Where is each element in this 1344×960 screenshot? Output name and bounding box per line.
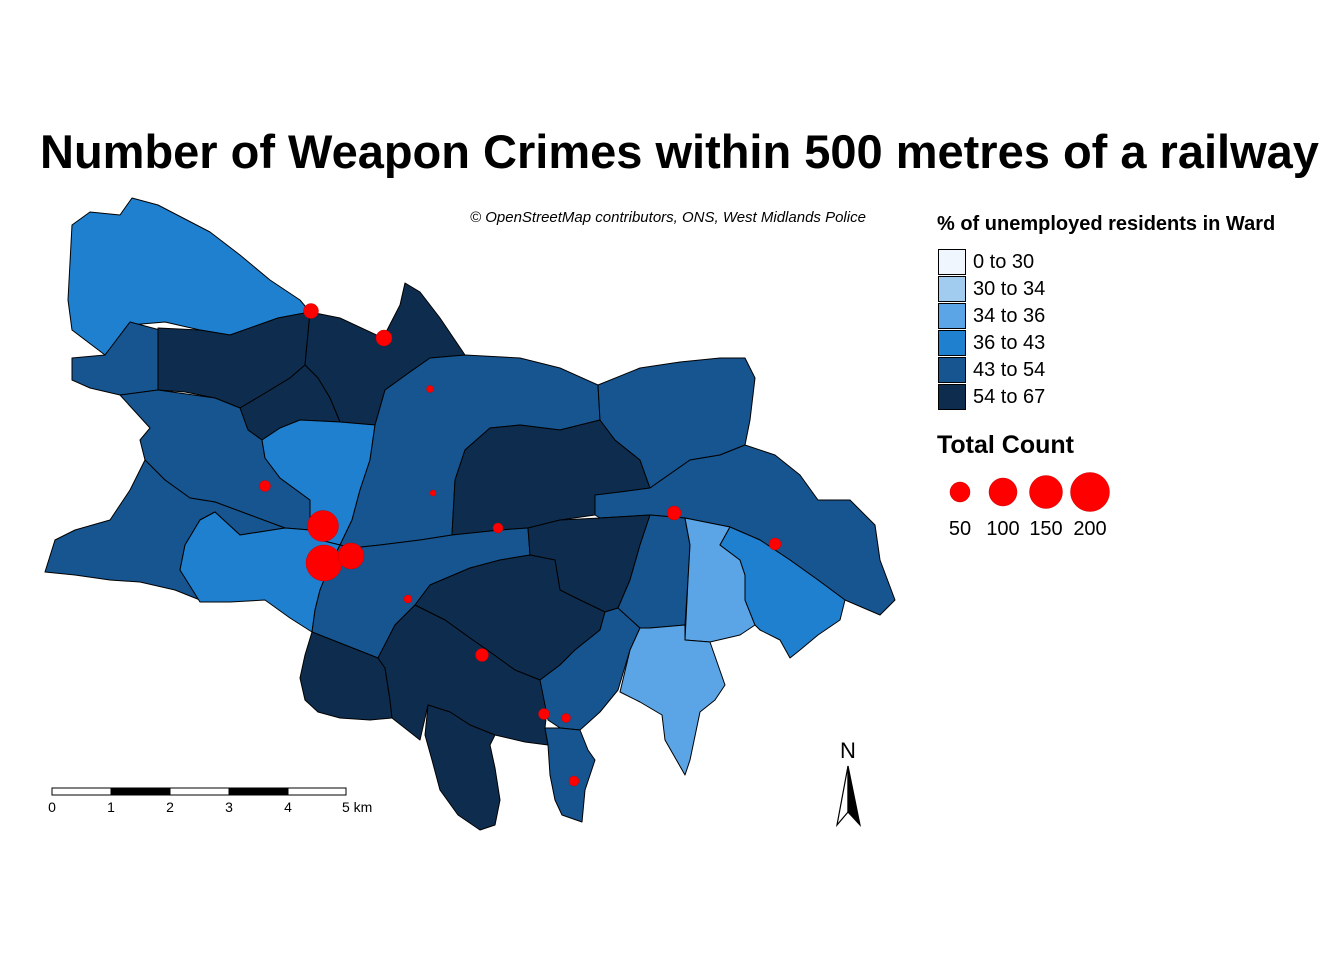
crime-point	[307, 510, 339, 542]
size-legend-label: 200	[1073, 518, 1107, 540]
crime-point	[561, 713, 571, 723]
crime-point	[303, 303, 319, 319]
size-legend-circle	[949, 481, 971, 503]
ward-polygon	[544, 727, 596, 823]
ward-polygon	[719, 526, 846, 659]
legend-label: 34 to 36	[973, 305, 1046, 327]
legend-swatch	[938, 303, 966, 329]
legend-swatch	[938, 249, 966, 275]
crime-point	[259, 480, 271, 492]
attribution-text: © OpenStreetMap contributors, ONS, West …	[470, 209, 866, 226]
legend-label: 30 to 34	[973, 278, 1046, 300]
crime-point	[305, 544, 343, 582]
legend-swatch	[938, 276, 966, 302]
north-arrow-icon: N	[835, 738, 862, 828]
crime-point	[429, 489, 437, 497]
scale-label: 3	[225, 799, 233, 815]
scale-bar: 0 1 2 3 4 5 km	[48, 787, 372, 815]
crime-point	[375, 329, 393, 347]
crime-point	[403, 594, 413, 604]
ward-polygon	[619, 624, 726, 776]
size-legend-circle	[1029, 475, 1063, 509]
legend-label: 0 to 30	[973, 251, 1035, 273]
legend-swatch	[938, 384, 966, 410]
map-title: Number of Weapon Crimes within 500 metre…	[40, 125, 1319, 178]
crime-point	[492, 522, 504, 534]
size-legend-circle	[1070, 472, 1110, 512]
legend-swatch	[938, 330, 966, 356]
scale-label: 1	[107, 799, 115, 815]
size-legend	[949, 472, 1110, 512]
scale-label: 2	[166, 799, 174, 815]
scale-label: 0	[48, 799, 56, 815]
scale-label: 5 km	[342, 799, 372, 815]
legend-label: 36 to 43	[973, 332, 1046, 354]
crime-point	[666, 505, 682, 521]
crime-point	[475, 648, 489, 662]
north-label: N	[840, 738, 856, 763]
ward-polygon	[424, 704, 501, 831]
legend-swatch	[938, 357, 966, 383]
crime-point	[337, 542, 365, 570]
size-legend-label: 150	[1029, 518, 1063, 540]
size-legend-label: 50	[948, 518, 972, 540]
legend-label: 43 to 54	[973, 359, 1046, 381]
legend-label: 54 to 67	[973, 386, 1046, 408]
size-legend-label: 100	[986, 518, 1020, 540]
size-legend-title: Total Count	[937, 431, 1074, 459]
crime-point	[768, 537, 782, 551]
crime-point	[426, 385, 434, 393]
crime-point	[538, 708, 550, 720]
fill-legend-title: % of unemployed residents in Ward	[937, 213, 1276, 235]
size-legend-circle	[988, 477, 1018, 507]
scale-label: 4	[284, 799, 292, 815]
crime-point	[568, 775, 580, 787]
